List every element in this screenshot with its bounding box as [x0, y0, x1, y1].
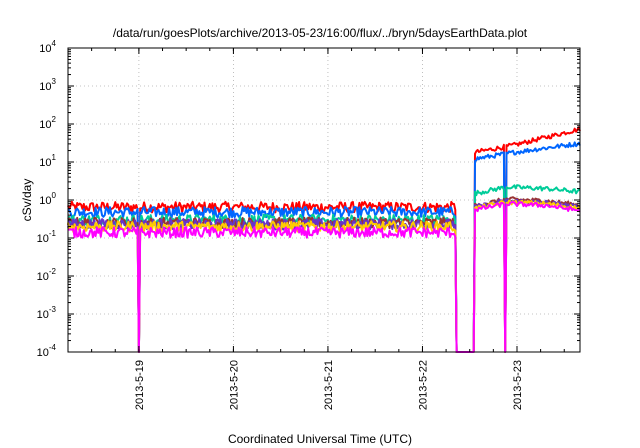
y-tick-exponent: -4: [49, 343, 57, 352]
series-line-5: [67, 199, 581, 353]
y-tick-label: 104: [39, 39, 56, 55]
y-tick-base: 10: [39, 119, 51, 131]
y-tick-label: 10-1: [37, 229, 57, 245]
x-tick-label: 2013-5-19: [134, 360, 146, 410]
y-tick-base: 10: [37, 309, 49, 321]
y-tick-base: 10: [39, 195, 51, 207]
y-tick-exponent: 4: [52, 39, 57, 48]
x-tick-label: 2013-5-23: [512, 360, 524, 410]
chart-title: /data/run/goesPlots/archive/2013-05-23/1…: [112, 26, 528, 40]
y-tick-exponent: 3: [52, 77, 57, 86]
y-tick-exponent: -1: [49, 229, 57, 238]
series-lines: [67, 126, 581, 353]
x-tick-label: 2013-5-20: [228, 360, 240, 410]
x-tick-label: 2013-5-22: [417, 360, 429, 410]
y-tick-base: 10: [37, 233, 49, 245]
series-line-1: [67, 141, 581, 353]
x-tick-label: 2013-5-21: [323, 360, 335, 410]
y-tick-exponent: 0: [52, 191, 57, 200]
x-axis-label: Coordinated Universal Time (UTC): [227, 432, 413, 446]
axes: 2013-5-19 2013-5-20 2013-5-21 2013-5-22 2013…: [37, 39, 581, 410]
y-axis-label: cSv/day: [20, 178, 34, 222]
series-line-6: [67, 201, 581, 353]
y-tick-exponent: 1: [52, 153, 57, 162]
series-line-0: [67, 126, 581, 353]
y-tick-base: 10: [39, 157, 51, 169]
y-tick-exponent: -3: [49, 305, 57, 314]
y-tick-label: 100: [39, 191, 56, 207]
y-tick-label: 103: [39, 77, 56, 93]
y-tick-label: 10-3: [37, 305, 57, 321]
y-tick-base: 10: [37, 347, 49, 359]
y-tick-base: 10: [39, 81, 51, 93]
plot-frame: [67, 47, 581, 353]
y-tick-label: 10-2: [37, 267, 57, 283]
y-tick-label: 101: [39, 153, 56, 169]
y-tick-label: 10-4: [37, 343, 57, 359]
y-tick-base: 10: [37, 271, 49, 283]
y-tick-exponent: 2: [52, 115, 57, 124]
y-tick-exponent: -2: [49, 267, 57, 276]
y-tick-label: 102: [39, 115, 56, 131]
y-tick-base: 10: [39, 43, 51, 55]
